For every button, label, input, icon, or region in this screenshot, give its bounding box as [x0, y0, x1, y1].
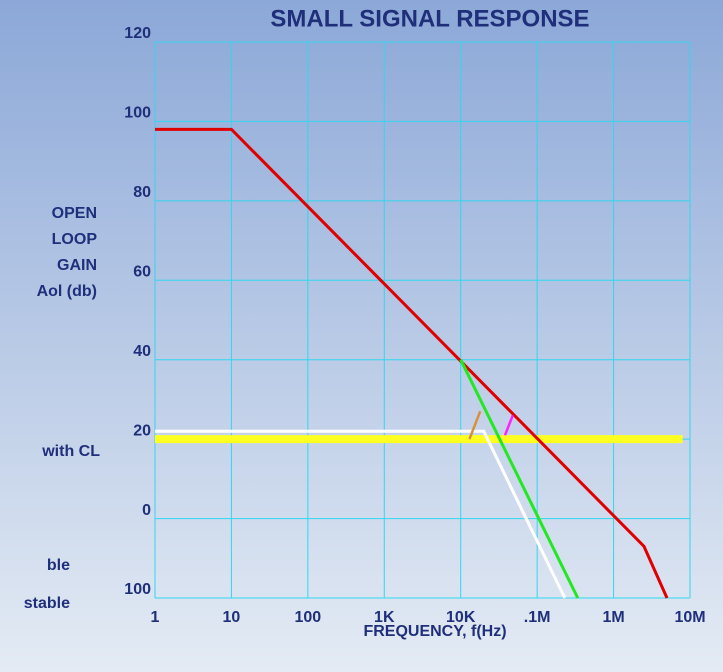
annotation: with CL — [41, 443, 100, 460]
x-tick-label: 10M — [674, 609, 705, 626]
series-line — [155, 127, 669, 599]
y-tick-label: 20 — [133, 422, 151, 439]
series-line — [468, 410, 482, 440]
x-tick-label: 100 — [295, 609, 322, 626]
y-tick-label: 120 — [124, 25, 151, 42]
series-line — [155, 429, 567, 599]
x-tick-label: 1 — [151, 609, 160, 626]
series-line — [459, 359, 580, 599]
annotation: stable — [24, 595, 70, 612]
x-tick-label: .1M — [524, 609, 551, 626]
y-tick-label: 80 — [133, 184, 151, 201]
y-tick-label: 100 — [124, 105, 151, 122]
x-tick-label: 10 — [223, 609, 241, 626]
chart-title: SMALL SIGNAL RESPONSE — [270, 5, 589, 32]
x-axis-label: FREQUENCY, f(Hz) — [363, 623, 506, 640]
y-axis-label: GAIN — [57, 257, 97, 274]
y-axis-label: OPEN — [52, 205, 97, 222]
y-axis-label: Aol (db) — [37, 283, 97, 300]
y-tick-label: 60 — [133, 264, 151, 281]
annotation: ble — [47, 557, 70, 574]
y-tick-label: 0 — [142, 502, 151, 519]
y-axis-label: LOOP — [52, 231, 98, 248]
x-tick-label: 10K — [446, 609, 476, 626]
y-tick-label: 40 — [133, 343, 151, 360]
series-line — [503, 414, 514, 436]
x-tick-label: 1M — [602, 609, 624, 626]
y-tick-label: 100 — [124, 581, 151, 598]
x-tick-label: 1K — [374, 609, 395, 626]
